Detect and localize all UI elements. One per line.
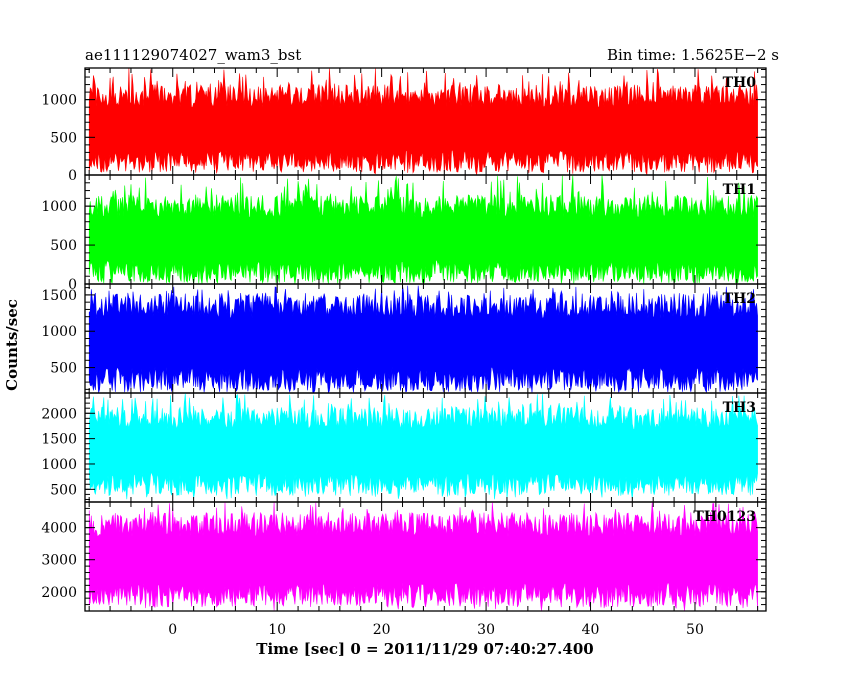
panel-th2: 500 1000 1500 TH2 (41, 283, 767, 394)
series-label-th2: TH2 (723, 291, 756, 307)
y-tick-label: 3000 (41, 553, 77, 569)
series-label-th1: TH1 (723, 182, 756, 198)
y-tick-label: 2000 (41, 406, 77, 422)
series-th0 (88, 68, 758, 175)
panel-frame (84, 501, 767, 612)
x-tick-label: 50 (686, 622, 704, 638)
panel-th1: 0 500 1000 TH1 (41, 174, 767, 293)
y-tick-label: 1000 (41, 457, 77, 473)
y-tick-label: 500 (50, 238, 77, 254)
panel-th0123: 2000 3000 4000 TH0123 (41, 501, 767, 612)
series-label-th0123: TH0123 (693, 509, 756, 525)
x-tick-label: 40 (582, 622, 600, 638)
y-tick-label: 4000 (41, 521, 77, 537)
y-tick-label: 500 (50, 361, 77, 377)
series-th3 (88, 393, 758, 500)
y-tick-label: 1500 (41, 288, 77, 304)
series-label-th3: TH3 (723, 400, 756, 416)
panel-th3: 500 1000 1500 2000 TH3 (41, 392, 767, 503)
panels: 0 500 1000 TH0 0 500 1000 TH1 500 1000 1500 TH2 500 1… (41, 67, 767, 612)
y-tick-label: 0 (68, 277, 77, 293)
bin-time-label: Bin time: 1.5625E−2 s (607, 46, 779, 64)
y-tick-label: 1000 (41, 93, 77, 109)
series-th1 (88, 175, 758, 285)
y-tick-label: 500 (50, 482, 77, 498)
x-tick-label: 30 (477, 622, 495, 638)
panel-th0: 0 500 1000 TH0 (41, 67, 767, 184)
y-tick-label: 1000 (41, 324, 77, 340)
y-tick-label: 500 (50, 130, 77, 146)
y-axis-label: Counts/sec (3, 299, 21, 391)
x-tick-label: 20 (373, 622, 391, 638)
x-axis-label: Time [sec] 0 = 2011/11/29 07:40:27.400 (256, 640, 593, 658)
y-tick-label: 2000 (41, 585, 77, 601)
series-label-th0: TH0 (723, 75, 757, 91)
x-tick-label: 0 (168, 622, 177, 638)
chart-title: ae111129074027_wam3_bst (85, 46, 301, 64)
x-tick-label: 10 (268, 622, 286, 638)
x-tick-labels: 0 10 20 30 40 50 (168, 622, 704, 638)
y-tick-label: 1500 (41, 432, 77, 448)
y-tick-label: 0 (68, 168, 77, 184)
y-tick-label: 1000 (41, 199, 77, 215)
series-th2 (88, 284, 758, 394)
series-th0123 (88, 502, 758, 611)
